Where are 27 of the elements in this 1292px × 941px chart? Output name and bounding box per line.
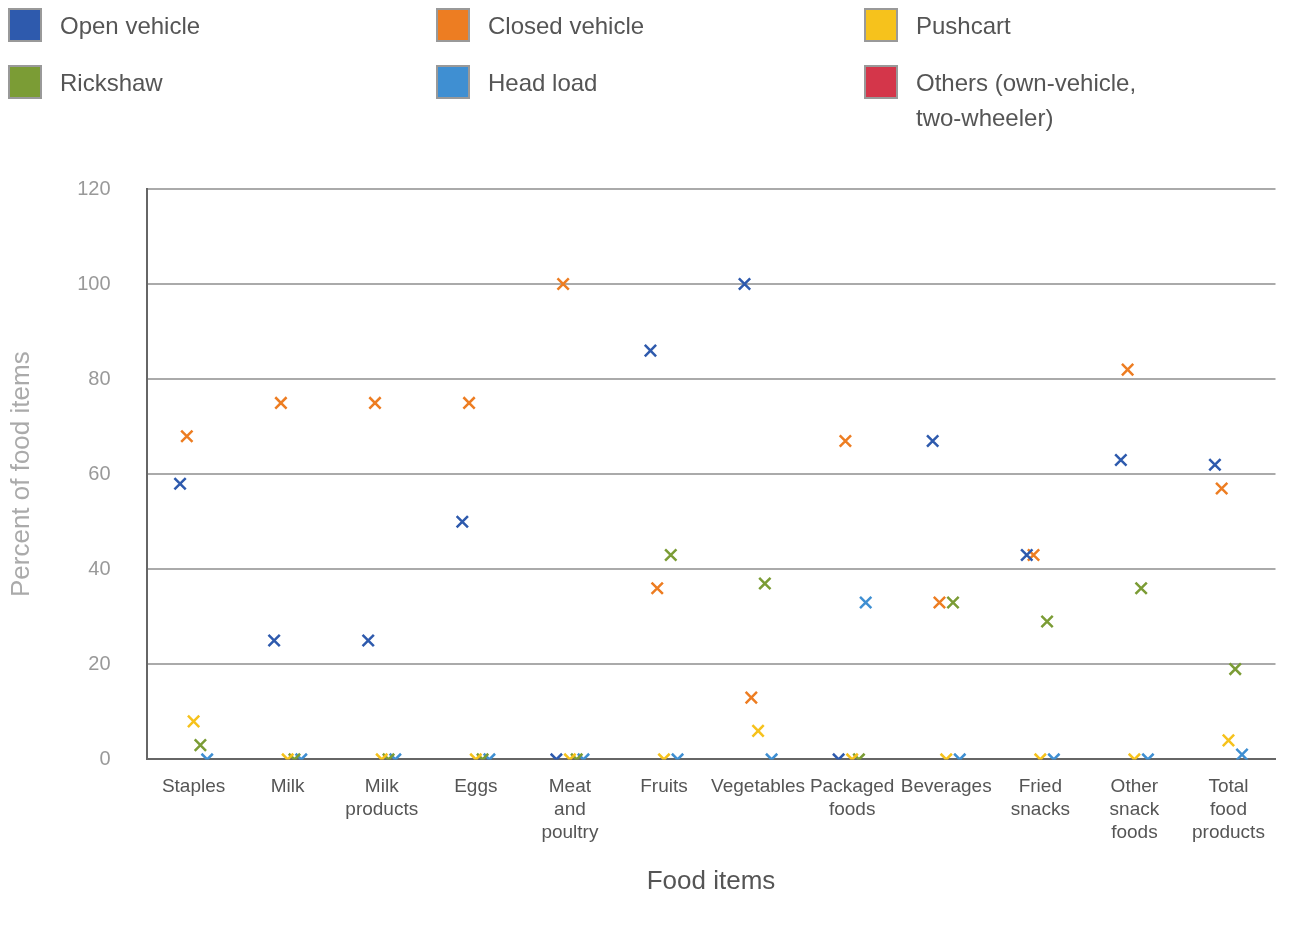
x-tick-label: Eggs: [454, 775, 498, 797]
x-tick-label: Fruits: [640, 775, 688, 797]
legend-label: Rickshaw: [60, 68, 164, 98]
legend-label: Head load: [488, 68, 599, 98]
legend-label: Open vehicle: [60, 11, 202, 41]
x-tick-label: Packaged foods: [809, 775, 895, 819]
y-tick-label: 120: [77, 176, 111, 199]
x-axis-title: Food items: [646, 864, 776, 895]
x-tick-label: Meat and poultry: [541, 775, 599, 842]
y-tick-label: 20: [88, 651, 111, 674]
y-tick-label: 40: [88, 556, 111, 579]
x-tick-label: Total food products: [1192, 775, 1265, 842]
x-tick-label: Other snack foods: [1109, 775, 1160, 842]
x-tick-label: Fried snacks: [1010, 775, 1070, 819]
y-tick-label: 60: [88, 461, 111, 484]
y-tick-label: 0: [99, 746, 111, 769]
x-tick-label: Beverages: [900, 775, 992, 797]
x-tick-label: Staples: [161, 775, 226, 797]
x-tick-label: Milk: [270, 775, 306, 797]
y-tick-label: 80: [88, 366, 111, 389]
x-tick-label: Milk products: [345, 775, 419, 819]
y-tick-label: 100: [77, 271, 111, 294]
x-tick-label: Vegetables: [711, 775, 806, 797]
y-axis-title: Percent of food items: [4, 351, 35, 598]
legend-label: Others (own-vehicle, two-wheeler): [916, 68, 1138, 133]
legend-label: Closed vehicle: [488, 11, 646, 41]
legend-label: Pushcart: [916, 11, 1012, 41]
